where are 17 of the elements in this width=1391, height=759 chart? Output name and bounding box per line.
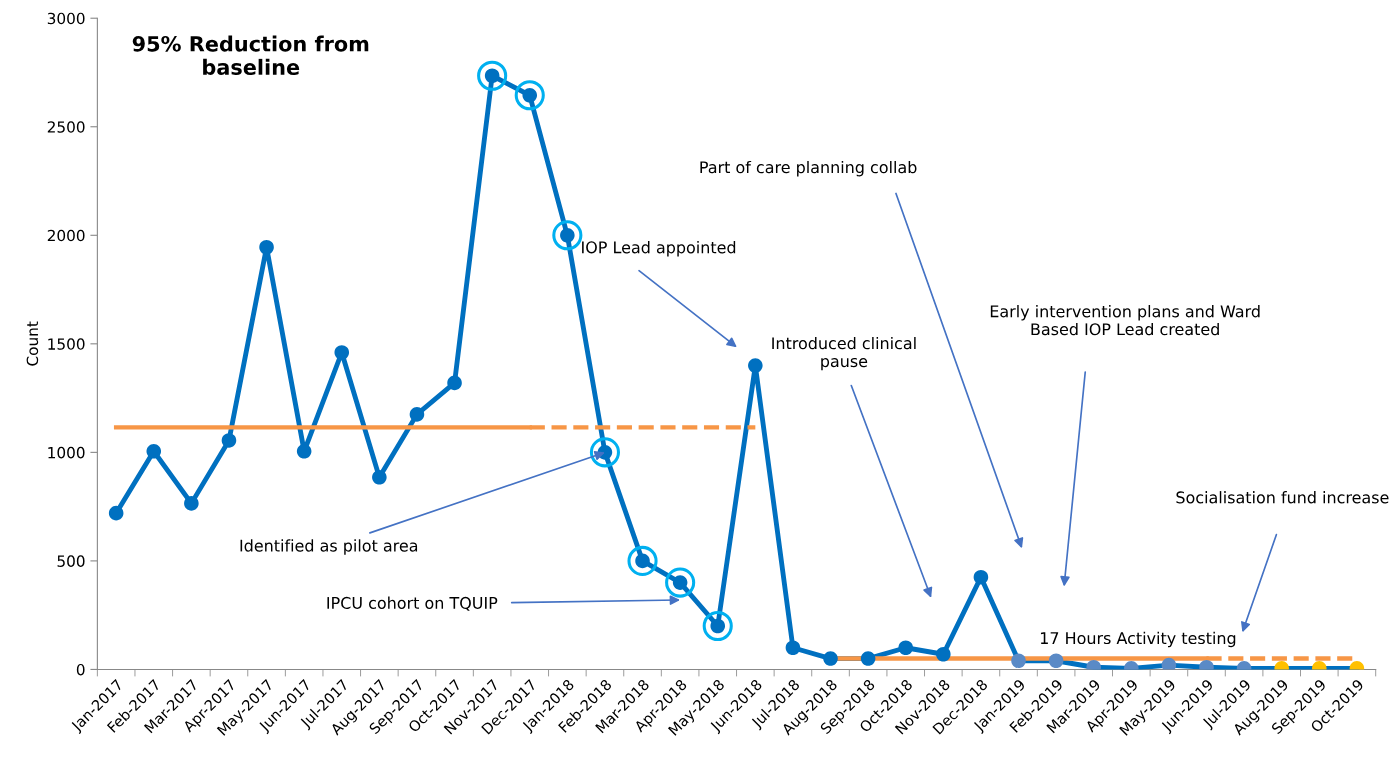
y-tick-label: 0: [76, 663, 85, 676]
annotation: Introduced clinical pause: [772, 336, 916, 371]
annotation: Part of care planning collab: [700, 160, 917, 177]
annotation: IPCU cohort on TQUIP: [327, 596, 498, 611]
y-tick-label: 3000: [47, 12, 85, 25]
annotation: Socialisation fund increase: [1176, 491, 1389, 504]
y-tick-label: 2500: [47, 121, 85, 133]
annotation: Early intervention plans and Ward Based IOP Lead created: [990, 305, 1260, 336]
y-axis-title: Count: [26, 321, 39, 366]
annotation: Identified as pilot area: [240, 539, 418, 555]
y-tick-label: 1000: [48, 446, 85, 459]
text: 95% Reduction from baseline: [132, 35, 369, 75]
y-tick-label: 500: [57, 555, 85, 567]
annotation: 17 Hours Activity testing: [1040, 631, 1236, 648]
y-tick-label: 1500: [48, 338, 85, 350]
y-tick-label: 2000: [47, 229, 85, 242]
annotation: IOP Lead appointed: [582, 241, 736, 257]
